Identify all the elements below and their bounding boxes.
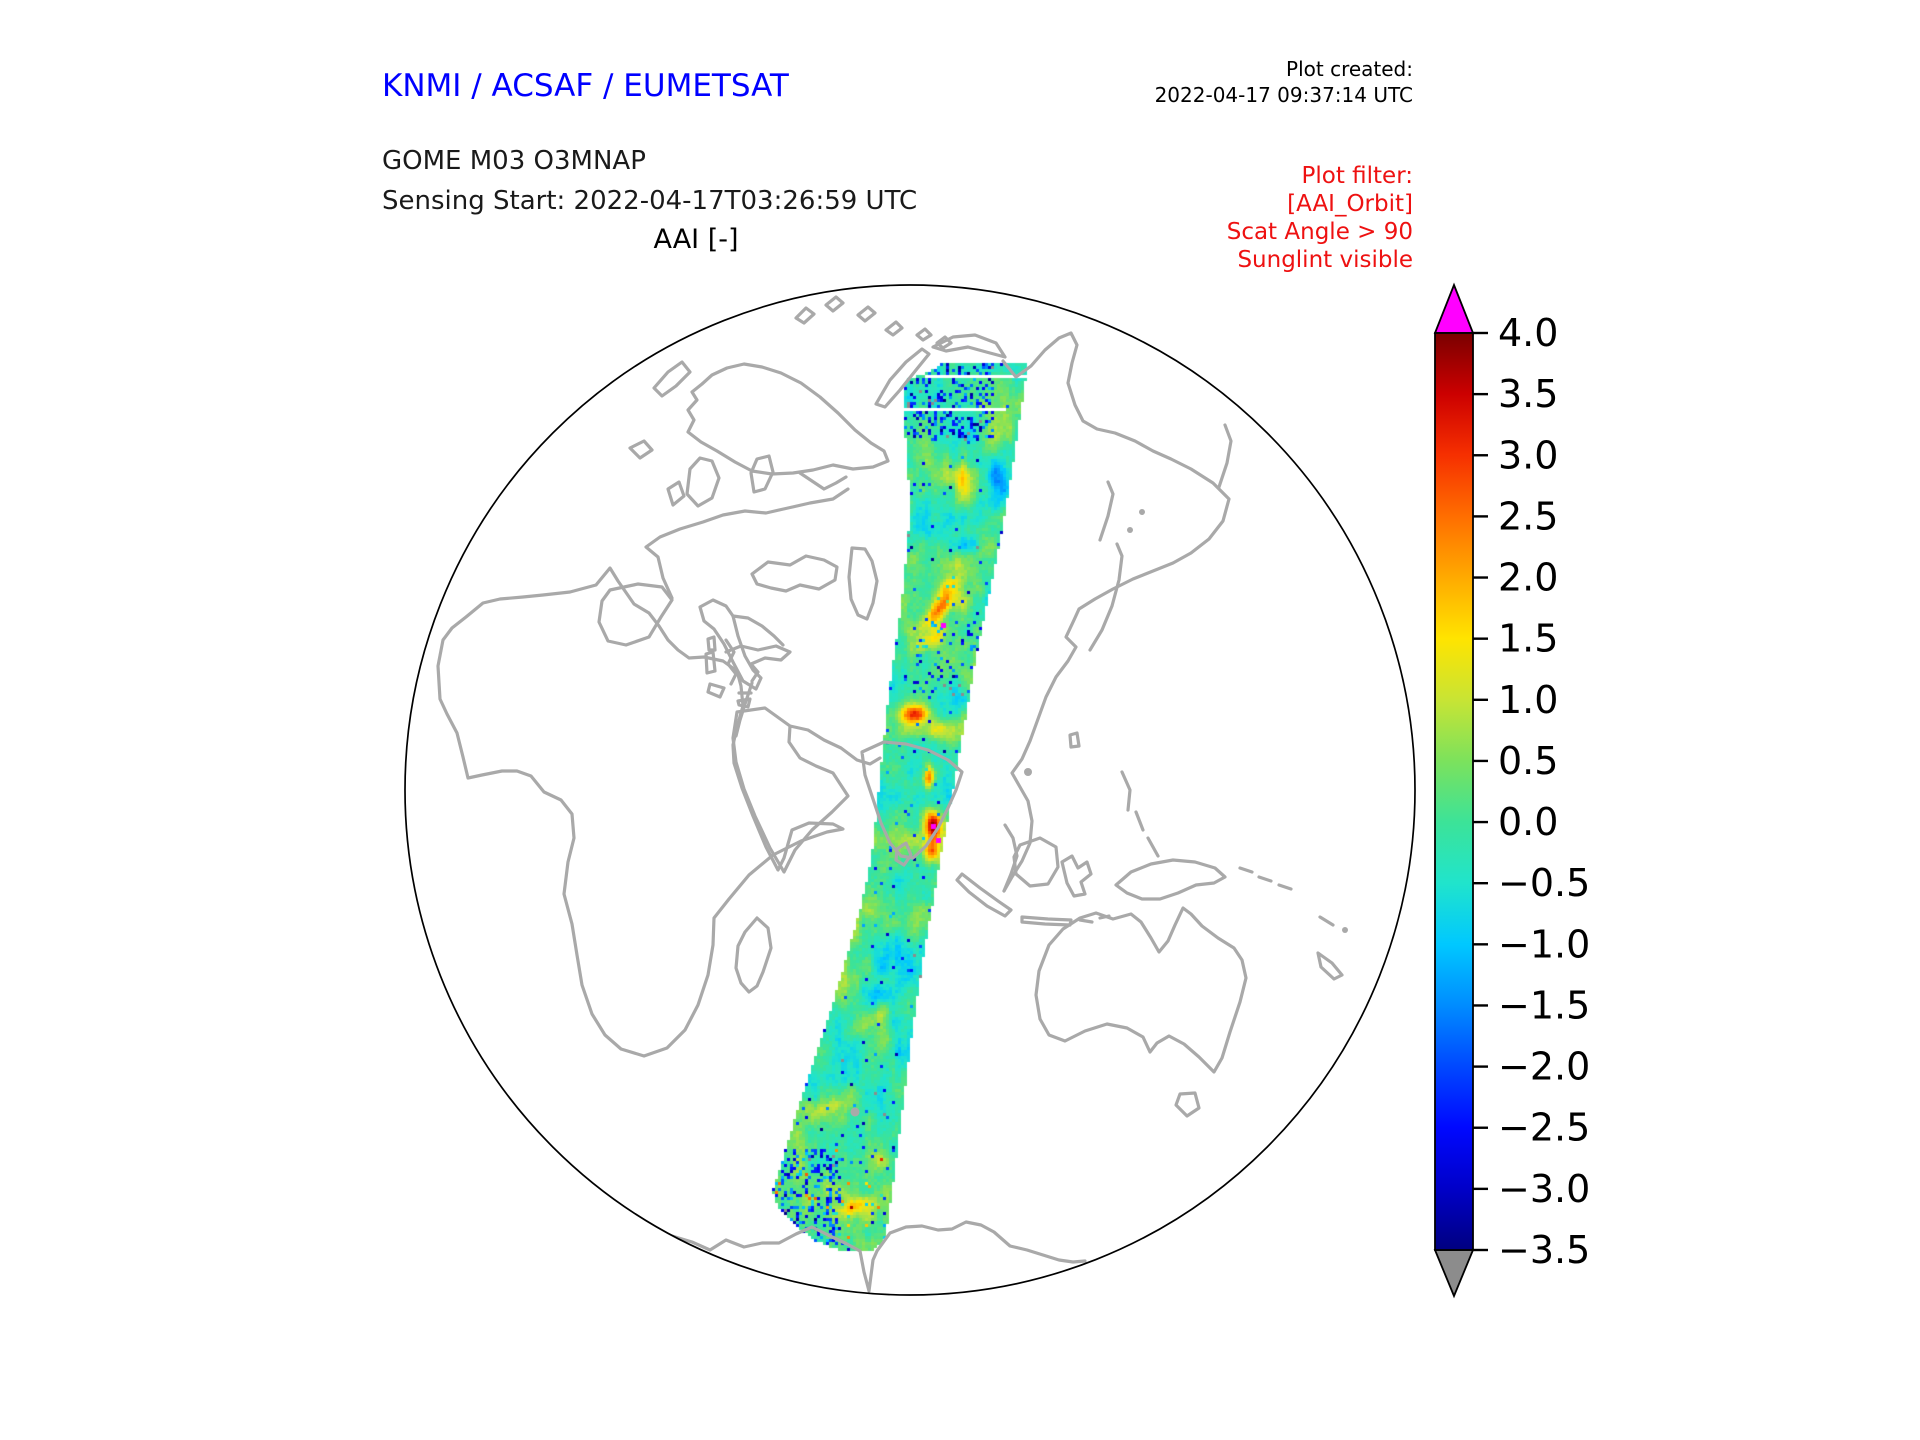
colorbar-tick-label: 4.0 [1498, 311, 1558, 355]
filter-line: [AAI_Orbit] [1287, 191, 1413, 217]
coastline-arctic-isle-4 [884, 320, 904, 337]
filter-line: Scat Angle > 90 [1226, 219, 1413, 245]
map-title: AAI [-] [653, 224, 739, 255]
island-dot [1139, 509, 1145, 515]
page-title: KNMI / ACSAF / EUMETSAT [382, 68, 789, 104]
colorbar-gradient-bar [1434, 332, 1474, 1251]
coastline-sunda-1 [1078, 918, 1094, 924]
coastline-new-guinea [1114, 858, 1227, 901]
coastline-greece [724, 638, 738, 686]
plot-created-block: Plot created: 2022-04-17 09:37:14 UTC [1155, 56, 1413, 108]
globe-outline-circle [404, 284, 1416, 1296]
colorbar-tick-label: 0.0 [1498, 800, 1558, 844]
coastline-iceland [628, 439, 654, 460]
product-name: GOME M03 O3MNAP [382, 146, 646, 176]
colorbar: 4.0 3.5 3.0 2.5 2.0 1.5 1.0 0.5 0.0 −0.5 −1.0 −1.5 −… [1433, 282, 1590, 1299]
colorbar-tick-label: 3.5 [1498, 372, 1558, 416]
coastline-philippines-1 [1120, 770, 1132, 812]
coastline-sri-lanka [894, 841, 913, 867]
colorbar-tick-label: −3.5 [1498, 1228, 1590, 1272]
colorbar-tick-label: 2.0 [1498, 556, 1558, 600]
coastline-novaya-zemlya-1 [874, 347, 931, 409]
colorbar-under-arrow [1433, 1249, 1475, 1299]
colorbar-tick-label: 0.5 [1498, 739, 1558, 783]
plot-filter-text: Plot filter: [AAI_Orbit] Scat Angle > 90 Su… [1227, 162, 1413, 274]
coastline-solomons-2 [1257, 875, 1273, 883]
coastline-turkey [724, 644, 792, 683]
coastline-antarctica [670, 1220, 1087, 1293]
coastline-new-caledonia [1318, 915, 1335, 927]
colorbar-tick-label: −1.0 [1498, 922, 1590, 966]
colorbar-tick-label: −2.0 [1498, 1045, 1590, 1089]
sensing-start: Sensing Start: 2022-04-17T03:26:59 UTC [382, 186, 918, 216]
coastline-india [860, 740, 964, 860]
island-dot [1127, 527, 1133, 533]
colorbar-tick-label: 1.0 [1498, 678, 1558, 722]
coastline-novaya-zemlya-2 [931, 333, 1007, 359]
coastline-philippines-3 [1146, 836, 1160, 858]
colorbar-tick-label: −2.5 [1498, 1106, 1590, 1150]
colorbar-over-arrow [1433, 282, 1475, 334]
coastline-iran-coast [788, 724, 882, 766]
coastline-solomons-1 [1238, 866, 1254, 874]
coastline-taiwan [1068, 731, 1081, 749]
coastline-ireland [666, 480, 686, 507]
colorbar-tick-label: 1.5 [1498, 617, 1558, 661]
colorbar-tick-label: 3.0 [1498, 433, 1558, 477]
island-dot [1342, 927, 1348, 933]
coastline-cyprus [736, 697, 752, 709]
coastline-arctic-isle-6 [935, 335, 953, 350]
plot-created-datetime: 2022-04-17 09:37:14 UTC [1154, 83, 1413, 107]
colorbar-tick-label: −0.5 [1498, 861, 1590, 905]
coastline-arabia [731, 706, 850, 874]
coastline-europe-coast [644, 487, 850, 600]
coastline-sakhalin [1098, 480, 1115, 542]
island-dot [850, 1107, 860, 1117]
coastline-australia [1034, 906, 1248, 1074]
island-dot [1024, 768, 1032, 776]
coastline-kamchatka [1217, 423, 1233, 489]
coastline-adriatic-balkans [731, 614, 785, 647]
coastline-corsica [706, 635, 717, 652]
coastline-tasmania [1174, 1091, 1201, 1118]
coastline-sardinia [704, 650, 717, 675]
coastline-baltic [798, 471, 848, 491]
coastline-sumatra [955, 872, 1013, 918]
coastline-caspian-sea [847, 546, 879, 621]
colorbar-tick-label: 2.5 [1498, 494, 1558, 538]
filter-line: Plot filter: [1301, 163, 1413, 189]
coastline-arctic-isle-1 [794, 306, 816, 325]
coastline-sulawesi [1060, 854, 1093, 898]
coastline-italy [698, 598, 763, 691]
coastline-new-zealand [1316, 951, 1344, 981]
filter-line: Sunglint visible [1237, 247, 1413, 273]
colorbar-tick-label: −3.0 [1498, 1167, 1590, 1211]
coastline-sicily [706, 682, 726, 699]
coastline-arctic-isle-2 [824, 295, 845, 313]
coastline-siberia-asia-coast [1001, 331, 1231, 893]
coastlines-group [436, 295, 1348, 1293]
coastline-scandinavia [686, 362, 890, 476]
coastline-philippines-2 [1134, 810, 1145, 832]
coastline-black-sea [750, 554, 839, 593]
colorbar-tick-label: −1.5 [1498, 983, 1590, 1027]
coastline-java [1020, 915, 1073, 927]
coastline-britain [685, 456, 721, 508]
plot-created-label: Plot created: [1286, 57, 1413, 81]
coastline-gulf-thailand [1002, 823, 1019, 893]
coastline-arctic-isle-5 [915, 327, 933, 342]
coastline-madagascar [734, 916, 773, 994]
coastline-borneo [1012, 836, 1060, 888]
coastline-japan [1088, 542, 1124, 652]
coastline-arctic-isle-3 [856, 305, 877, 323]
coastline-greenland-tip [652, 360, 692, 398]
coastline-iberia [597, 582, 674, 647]
coastline-solomons-3 [1277, 883, 1293, 891]
coastline-denmark [749, 454, 775, 494]
